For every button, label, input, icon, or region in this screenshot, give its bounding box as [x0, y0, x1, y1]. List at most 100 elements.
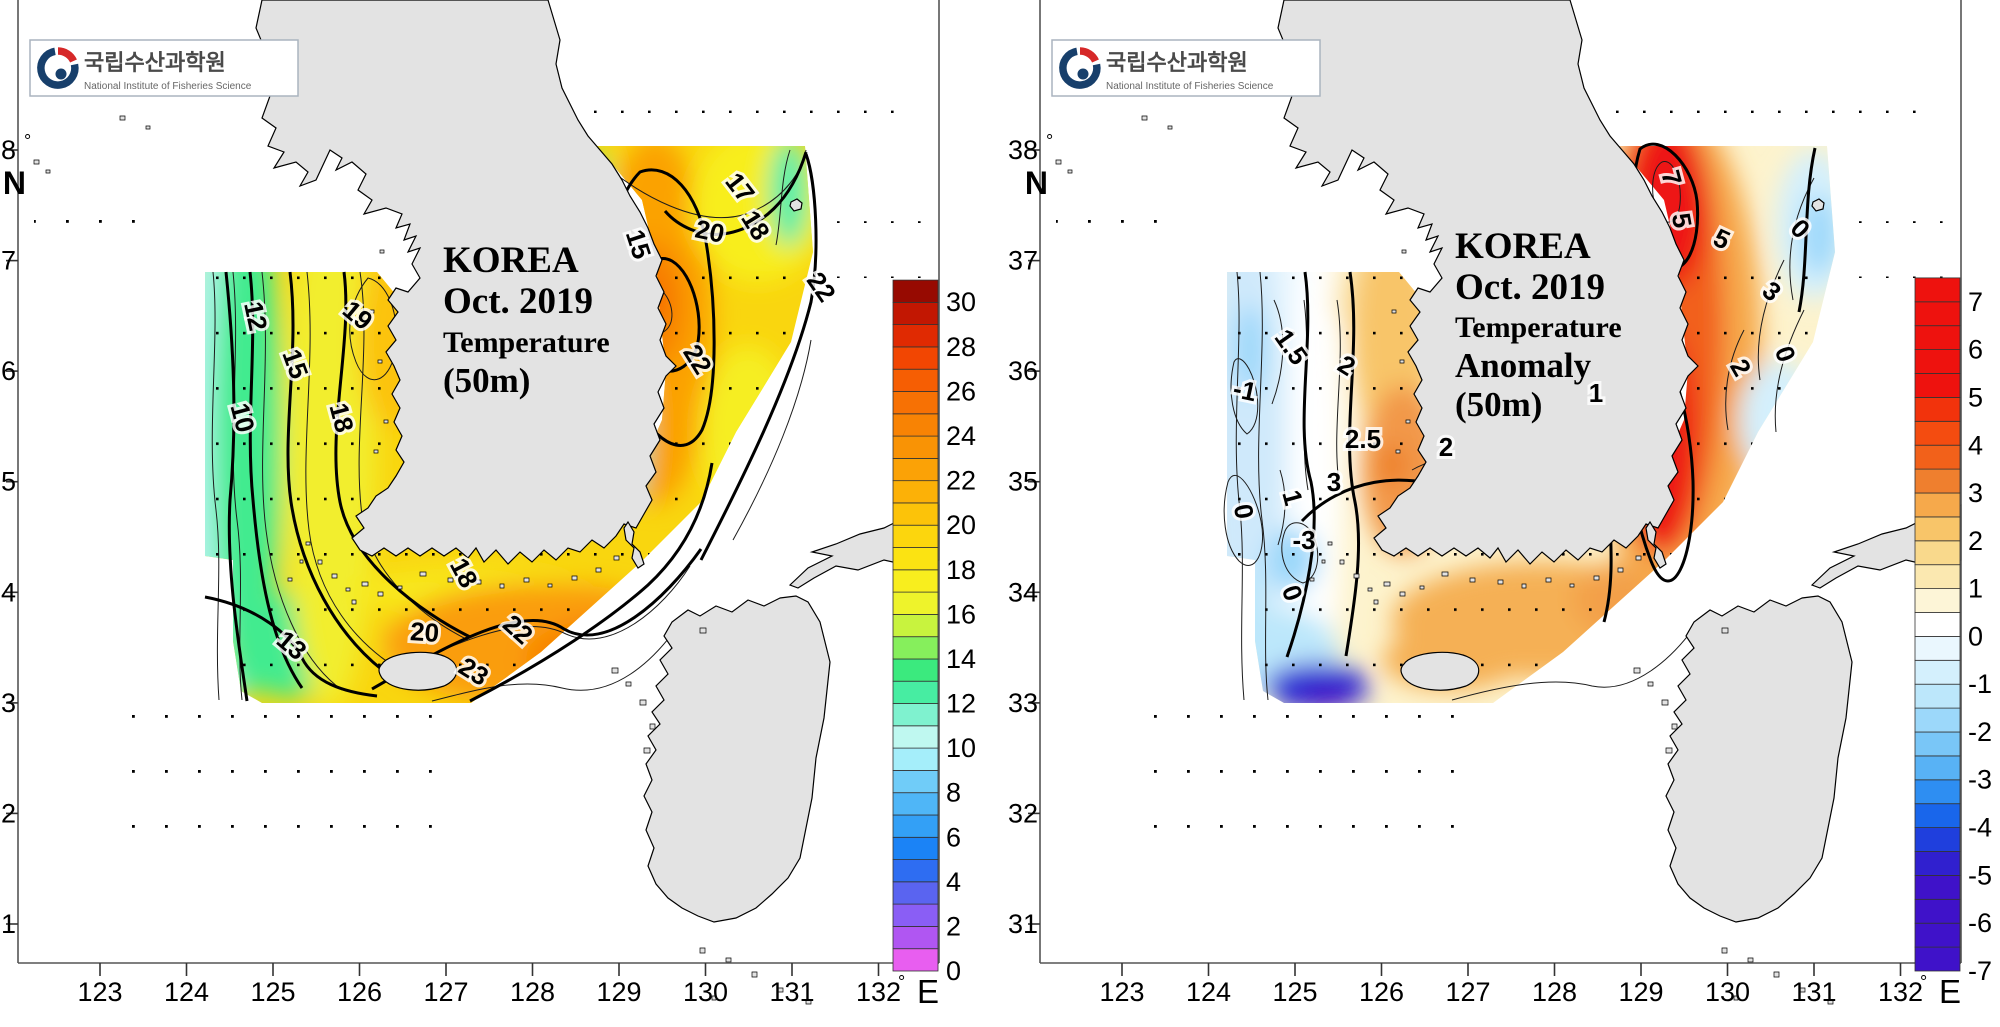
- y-tick-label: 31: [1008, 909, 1038, 939]
- y-tick-label: 32: [0, 798, 16, 828]
- contour-label: -3: [1292, 525, 1315, 555]
- colorbar-tick-label: 24: [946, 421, 976, 451]
- colorbar-tick-label: 3: [1968, 478, 1983, 508]
- y-tick-label: 35: [1008, 467, 1038, 497]
- colorbar-segment: [1914, 803, 1961, 829]
- logo-text: 국립수산과학원 National Institute of Fisheries …: [1106, 50, 1274, 92]
- colorbar-tick-label: -6: [1968, 908, 1992, 938]
- colorbar-segment: [892, 859, 939, 883]
- colorbar-segment: [1914, 898, 1961, 924]
- colorbar-segment: [1914, 516, 1961, 542]
- x-tick-label: 129: [1618, 977, 1663, 1007]
- x-axis-labels: 123 124 125 126 127 128 129 130 131 132 …: [1099, 972, 1961, 1010]
- x-axis-degree: °: [898, 972, 905, 992]
- colorbar-tick-labels: 30 28 26 24 22 20 18 16 14 12 10 8 6 4 2…: [946, 287, 976, 986]
- y-tick-label: 36: [0, 356, 16, 386]
- x-tick-label: 127: [423, 977, 468, 1007]
- colorbar-segment: [892, 569, 939, 593]
- title-line: Temperature: [1455, 311, 1622, 344]
- y-tick-label: 38: [1008, 135, 1038, 165]
- y-tick-label: 32: [1008, 798, 1038, 828]
- colorbar-segment: [1914, 325, 1961, 351]
- colorbar-tick-label: 28: [946, 332, 976, 362]
- colorbar-segment: [1914, 373, 1961, 398]
- y-tick-label: 34: [0, 577, 16, 607]
- colorbar-segment: [892, 770, 939, 794]
- colorbar-segment: [892, 747, 939, 771]
- colorbar-segment: [892, 926, 939, 950]
- colorbar-tick-labels: 7 6 5 4 3 2 1 0 -1 -2 -3 -4 -5 -6 -7: [1968, 287, 1992, 986]
- y-tick-label: 33: [0, 688, 16, 718]
- x-tick-label: 127: [1445, 977, 1490, 1007]
- y-tick-label: 36: [1008, 356, 1038, 386]
- colorbar-segment: [1914, 492, 1961, 518]
- y-tick-label: 37: [0, 246, 16, 276]
- x-tick-label: 128: [1532, 977, 1577, 1007]
- y-tick-label: 33: [1008, 688, 1038, 718]
- colorbar-segment: [1914, 444, 1961, 470]
- colorbar-tick-label: -5: [1968, 860, 1992, 890]
- contour-label: 20: [409, 616, 440, 648]
- y-axis-degree: °: [24, 131, 31, 151]
- colorbar-segment: [892, 368, 939, 392]
- colorbar-tick-label: 8: [946, 778, 961, 808]
- y-tick-label: 37: [1008, 246, 1038, 276]
- colorbar-segment: [892, 324, 939, 348]
- x-tick-label: 131: [769, 977, 814, 1007]
- x-tick-label: 128: [510, 977, 555, 1007]
- y-axis-unit: N: [3, 165, 26, 201]
- colorbar-segment: [892, 614, 939, 638]
- logo-korean-text: 국립수산과학원: [84, 50, 226, 75]
- logo-text: 국립수산과학원 National Institute of Fisheries …: [84, 50, 252, 92]
- colorbar-segment: [892, 524, 939, 548]
- colorbar-segment: [1914, 277, 1961, 303]
- contour-label: 3: [1327, 467, 1341, 497]
- colorbar-segment: [892, 725, 939, 749]
- x-tick-label: 126: [1359, 977, 1404, 1007]
- colorbar-segment: [1914, 755, 1961, 781]
- colorbar-segment: [1914, 851, 1961, 876]
- contour-label: 2.5: [1345, 424, 1381, 454]
- y-tick-label: 35: [0, 467, 16, 497]
- x-axis-degree: °: [1920, 972, 1927, 992]
- colorbar-segment: [892, 457, 939, 482]
- colorbar-segment: [892, 480, 939, 504]
- x-tick-label: 125: [250, 977, 295, 1007]
- colorbar-anomaly: 7 6 5 4 3 2 1 0 -1 -2 -3 -4 -5 -6 -7: [1914, 277, 1992, 986]
- y-axis-unit: N: [1025, 165, 1048, 201]
- colorbar-segment: [892, 814, 939, 838]
- colorbar-segment: [1914, 468, 1961, 494]
- colorbar-segment: [892, 792, 939, 816]
- colorbar-segment: [892, 391, 939, 415]
- contour-label: 2: [1439, 432, 1453, 462]
- title-line: Anomaly: [1455, 346, 1592, 385]
- colorbar-tick-label: 10: [946, 733, 976, 763]
- y-axis-degree: °: [1046, 131, 1053, 151]
- colorbar-segment: [1914, 349, 1961, 374]
- map-title: KOREA Oct. 2019 Temperature Anomaly (50m…: [1455, 226, 1622, 424]
- x-tick-label: 130: [1705, 977, 1750, 1007]
- title-line: Oct. 2019: [443, 281, 593, 322]
- colorbar-tick-label: 6: [946, 822, 961, 852]
- colorbar-segment: [1914, 827, 1961, 852]
- colorbar-tick-label: 7: [1968, 287, 1983, 317]
- x-tick-label: 132: [1878, 977, 1923, 1007]
- colorbar-segment: [892, 680, 939, 704]
- colorbar-segment: [1914, 922, 1961, 948]
- title-line: Oct. 2019: [1455, 267, 1605, 308]
- title-line: KOREA: [443, 240, 579, 281]
- colorbar-tick-label: -4: [1968, 813, 1992, 843]
- colorbar-tick-label: 2: [1968, 526, 1983, 556]
- colorbar-tick-label: -7: [1968, 956, 1992, 986]
- colorbar-tick-label: 30: [946, 287, 976, 317]
- colorbar-tick-label: 14: [946, 644, 976, 674]
- contour-label: 1: [1589, 378, 1603, 408]
- x-tick-label: 124: [164, 977, 209, 1007]
- colorbar-segment: [1914, 707, 1961, 733]
- title-line: KOREA: [1455, 226, 1591, 267]
- x-axis-unit: E: [917, 973, 939, 1010]
- colorbar-tick-label: 2: [946, 911, 961, 941]
- panel-temperature-map: 12 19 15 10 18 13 18 20 23 22 17 18 20 1…: [0, 0, 976, 1010]
- colorbar-segment: [892, 903, 939, 927]
